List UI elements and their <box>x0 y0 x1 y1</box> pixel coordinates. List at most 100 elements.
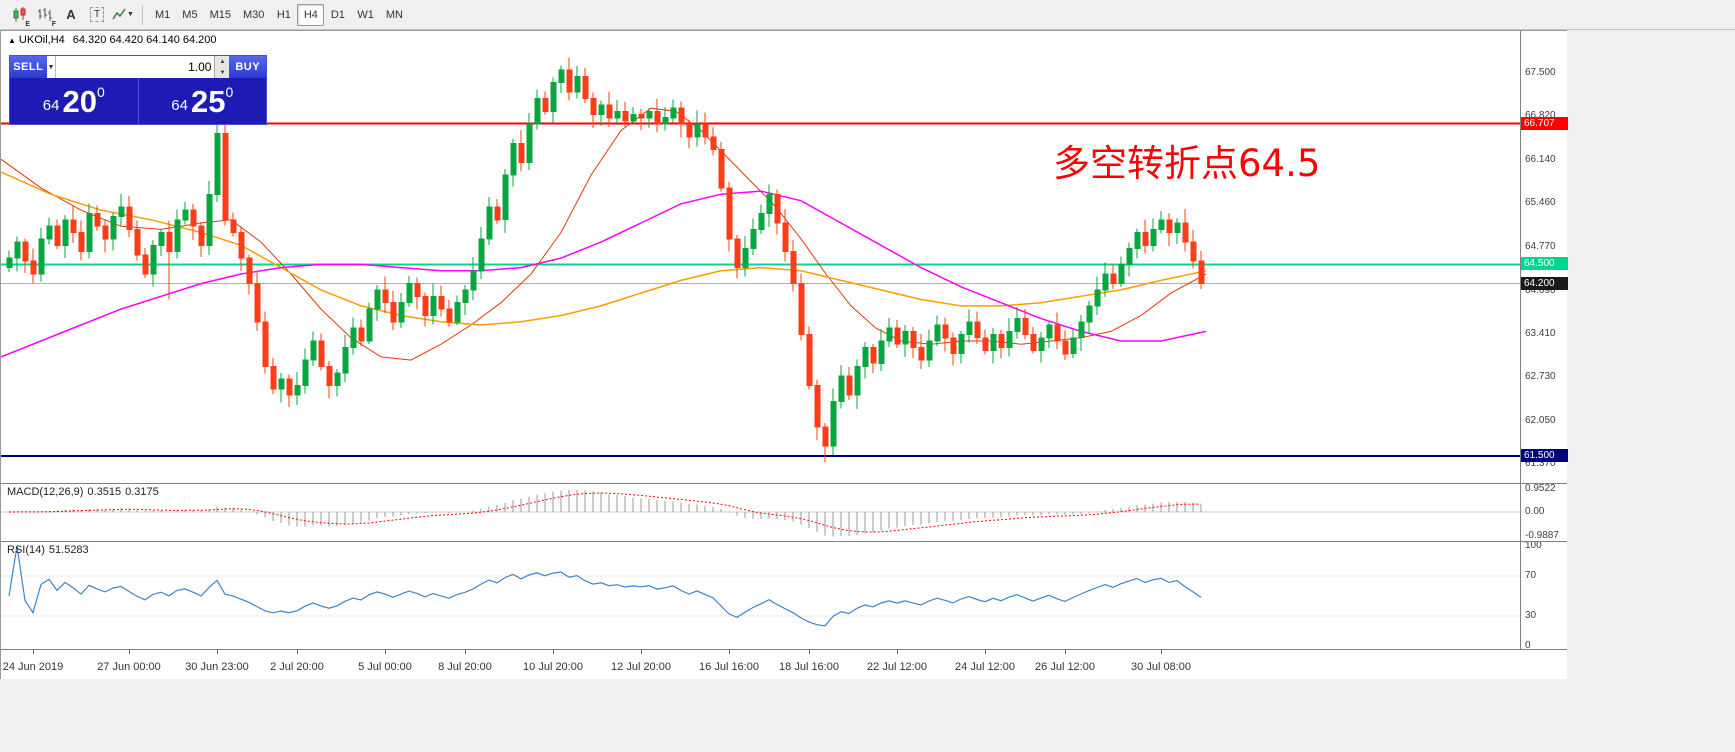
time-axis-label: 30 Jun 23:00 <box>185 661 249 673</box>
symbol-header: ▲ UKOil,H4 64.320 64.420 64.140 64.200 <box>8 34 217 46</box>
bid-price-small: 64 <box>42 96 60 114</box>
timeframe-M15-button[interactable]: M15 <box>209 8 231 21</box>
time-tick-mark <box>33 650 34 654</box>
time-tick-mark <box>465 650 466 654</box>
bid-price-big: 20 <box>62 83 97 119</box>
time-axis-label: 18 Jul 16:00 <box>779 661 839 673</box>
collapse-arrow-icon[interactable]: ▲ <box>8 36 16 45</box>
ask-price[interactable]: 64 25 0 <box>139 78 267 124</box>
time-tick-mark <box>729 650 730 654</box>
time-tick-mark <box>385 650 386 654</box>
chevron-down-icon: ▼ <box>219 69 226 76</box>
text-box-icon[interactable]: T <box>84 3 110 27</box>
timeframe-H1-button[interactable]: H1 <box>276 8 291 21</box>
time-tick-mark <box>985 650 986 654</box>
macd-panel: MACD(12,26,9) 0.3515 0.3175 <box>1 484 1520 541</box>
rsi-label: RSI(14) 51.5283 <box>7 544 89 556</box>
macd-indicator[interactable] <box>1 484 1520 541</box>
timeframe-M1-button[interactable]: M1 <box>155 8 171 21</box>
time-tick-mark <box>897 650 898 654</box>
price-axis[interactable]: 67.500 66.820 66.140 65.460 64.770 64.090 63.4… <box>1520 31 1568 651</box>
timeframe-W1-button[interactable]: W1 <box>357 8 374 21</box>
time-tick-mark <box>1161 650 1162 654</box>
ma-medium-line <box>1 171 1207 326</box>
bar-chart-icon-sub-label: F <box>51 20 56 28</box>
macd-axis-label: -0.9887 <box>1525 529 1559 541</box>
bid-price[interactable]: 64 20 0 <box>10 78 138 124</box>
buy-button[interactable]: BUY <box>229 56 266 78</box>
indicators-icon[interactable]: ▼ <box>110 3 136 27</box>
time-tick-mark <box>641 650 642 654</box>
price-axis-label: 62.050 <box>1525 414 1556 426</box>
main-chart-area[interactable]: ▲ UKOil,H4 64.320 64.420 64.140 64.200 SEL… <box>1 31 1520 483</box>
time-axis-label: 5 Jul 00:00 <box>358 661 412 673</box>
sell-button[interactable]: SELL <box>10 56 47 78</box>
volume-up-button[interactable]: ▲ <box>214 56 230 67</box>
volume-control: ▲ ▼ <box>56 56 230 78</box>
timeframe-M30-button[interactable]: M30 <box>242 8 265 21</box>
candlestick-chart-icon-sub-label: E <box>25 20 30 28</box>
time-axis-label: 30 Jul 08:00 <box>1131 661 1191 673</box>
macd-axis-label: 0.00 <box>1525 506 1545 517</box>
ohlc-values: 64.320 64.420 64.140 64.200 <box>72 34 217 46</box>
chevron-up-icon: ▲ <box>219 58 226 65</box>
volume-dropdown-button[interactable]: ▼ <box>46 56 57 78</box>
rsi-panel: RSI(14) 51.5283 <box>1 542 1520 649</box>
price-axis-label: 67.500 <box>1525 67 1556 79</box>
chevron-down-icon: ▼ <box>47 63 55 71</box>
bar-chart-icon[interactable]: F <box>32 3 58 28</box>
toolbar: E F A T ▼ M1 M5 M15 M30 H1 H4 D1 W1 MN <box>0 0 1735 30</box>
price-tag-64.200: 64.200 <box>1521 276 1568 290</box>
macd-axis-label: 0.9522 <box>1525 483 1556 495</box>
rsi-indicator[interactable] <box>1 542 1520 649</box>
macd-label: MACD(12,26,9) 0.3515 0.3175 <box>7 486 159 498</box>
price-tag-64.500: 64.500 <box>1521 257 1568 271</box>
price-tag-66.707: 66.707 <box>1521 116 1568 130</box>
panel-separator[interactable] <box>1 541 1567 542</box>
chart-window: ▲ UKOil,H4 64.320 64.420 64.140 64.200 SEL… <box>0 30 1568 679</box>
price-axis-label: 64.090 <box>1525 284 1556 296</box>
time-axis-label: 2 Jul 20:00 <box>270 661 324 673</box>
time-axis[interactable]: 24 Jun 2019 27 Jun 00:00 30 Jun 23:00 2 Jul… <box>1 649 1567 679</box>
candlestick-chart-icon[interactable]: E <box>6 3 32 28</box>
time-axis-label: 10 Jul 20:00 <box>523 661 583 673</box>
chart-annotation-text: 多空转折点64.5 <box>1053 142 1321 185</box>
timeframe-button-group: M1 M5 M15 M30 H1 H4 D1 W1 MN <box>149 3 409 26</box>
volume-input[interactable] <box>56 56 215 78</box>
time-axis-label: 16 Jul 16:00 <box>699 661 759 673</box>
panel-separator[interactable] <box>1 483 1567 484</box>
price-tag-61.500: 61.500 <box>1521 448 1568 462</box>
time-axis-label: 22 Jul 12:00 <box>867 661 927 673</box>
price-axis-label: 65.460 <box>1525 197 1556 209</box>
ask-price-small: 64 <box>171 96 188 114</box>
bid-price-pipette: 0 <box>96 84 105 100</box>
ma-slow-line <box>1 190 1207 358</box>
price-axis-label: 66.820 <box>1525 110 1556 121</box>
time-axis-label: 26 Jul 12:00 <box>1035 661 1095 673</box>
volume-down-button[interactable]: ▼ <box>214 67 230 78</box>
time-axis-label: 8 Jul 20:00 <box>438 661 492 673</box>
one-click-trading-panel: SELL ▼ ▲ ▼ BUY 64 20 0 <box>9 55 267 125</box>
price-axis-label: 63.410 <box>1525 327 1556 339</box>
time-axis-label: 24 Jun 2019 <box>2 661 64 673</box>
toolbar-icon-group: E F A T ▼ <box>6 3 136 28</box>
price-divider <box>137 78 139 124</box>
time-tick-mark <box>297 650 298 654</box>
timeframe-D1-button[interactable]: D1 <box>330 8 345 21</box>
time-tick-mark <box>217 650 218 654</box>
time-tick-mark <box>553 650 554 654</box>
time-axis-label: 12 Jul 20:00 <box>611 661 671 673</box>
timeframe-M5-button[interactable]: M5 <box>182 8 198 21</box>
timeframe-MN-button[interactable]: MN <box>385 8 403 21</box>
time-axis-label: 27 Jun 00:00 <box>97 661 161 673</box>
time-axis-label: 24 Jul 12:00 <box>955 661 1015 673</box>
time-tick-mark <box>1065 650 1066 654</box>
text-annotation-icon[interactable]: A <box>66 7 76 22</box>
symbol-timeframe-label: UKOil,H4 <box>18 34 65 46</box>
rsi-axis-label: 0 <box>1525 640 1531 651</box>
price-axis-label: 62.730 <box>1525 371 1556 383</box>
timeframe-H4-button[interactable]: H4 <box>297 3 325 26</box>
time-tick-mark <box>809 650 810 654</box>
time-tick-mark <box>129 650 130 654</box>
